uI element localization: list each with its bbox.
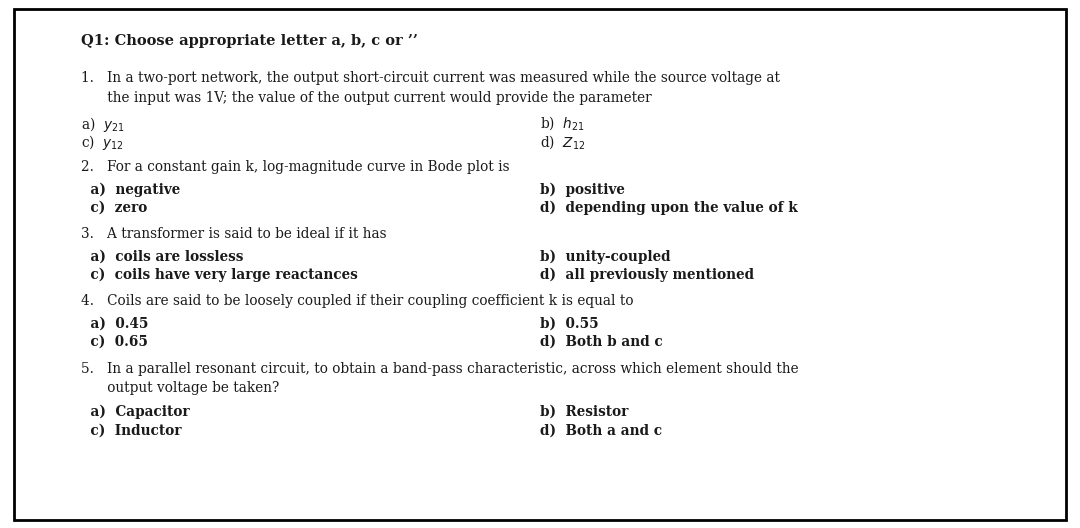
Text: c)  $y_{12}$: c) $y_{12}$ <box>81 133 124 152</box>
Text: c)  0.65: c) 0.65 <box>81 335 148 349</box>
Text: 2.   For a constant gain k, log-magnitude curve in Bode plot is: 2. For a constant gain k, log-magnitude … <box>81 160 510 174</box>
Text: 5.   In a parallel resonant circuit, to obtain a band-pass characteristic, acros: 5. In a parallel resonant circuit, to ob… <box>81 362 798 376</box>
Text: d)  Both a and c: d) Both a and c <box>540 423 662 438</box>
Text: d)  depending upon the value of k: d) depending upon the value of k <box>540 201 798 215</box>
Text: a)  $y_{21}$: a) $y_{21}$ <box>81 115 124 134</box>
Text: b)  positive: b) positive <box>540 182 625 196</box>
Text: b)  $h_{21}$: b) $h_{21}$ <box>540 115 584 133</box>
Text: c)  coils have very large reactances: c) coils have very large reactances <box>81 268 357 282</box>
Text: b)  0.55: b) 0.55 <box>540 316 598 331</box>
Text: c)  Inductor: c) Inductor <box>81 423 181 438</box>
Text: b)  Resistor: b) Resistor <box>540 405 629 419</box>
Text: d)  all previously mentioned: d) all previously mentioned <box>540 268 754 282</box>
Text: d)  $Z_{12}$: d) $Z_{12}$ <box>540 133 585 151</box>
Text: 3.   A transformer is said to be ideal if it has: 3. A transformer is said to be ideal if … <box>81 227 387 241</box>
Text: b)  unity-coupled: b) unity-coupled <box>540 249 671 263</box>
Text: c)  zero: c) zero <box>81 201 147 215</box>
Text: a)  0.45: a) 0.45 <box>81 316 148 331</box>
Text: d)  Both b and c: d) Both b and c <box>540 335 663 349</box>
Text: the input was 1V; the value of the output current would provide the parameter: the input was 1V; the value of the outpu… <box>81 91 651 105</box>
Text: 4.   Coils are said to be loosely coupled if their coupling coefficient k is equ: 4. Coils are said to be loosely coupled … <box>81 294 634 308</box>
Text: a)  Capacitor: a) Capacitor <box>81 405 190 419</box>
Text: a)  negative: a) negative <box>81 182 180 196</box>
Text: output voltage be taken?: output voltage be taken? <box>81 381 280 395</box>
Text: 1.   In a two-port network, the output short-circuit current was measured while : 1. In a two-port network, the output sho… <box>81 71 780 86</box>
Text: a)  coils are lossless: a) coils are lossless <box>81 249 243 263</box>
Text: Q1: Choose appropriate letter a, b, c or ’’: Q1: Choose appropriate letter a, b, c or… <box>81 34 418 49</box>
